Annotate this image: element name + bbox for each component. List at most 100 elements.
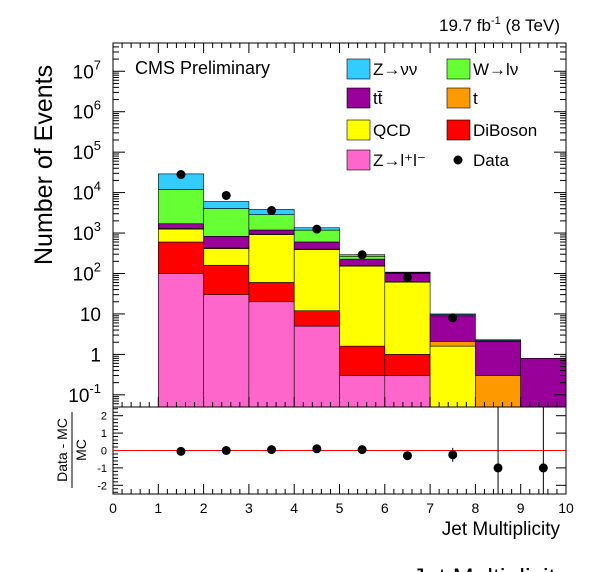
- legend-swatch-5: [446, 119, 471, 141]
- bar-2-bin-7: [429, 345, 476, 408]
- ratio-point-1: [221, 446, 231, 455]
- bar-1-bin-4: [293, 310, 340, 327]
- ratio-point-0: [176, 446, 186, 456]
- x-tick-label-5: 5: [336, 500, 344, 516]
- bar-0-bin-5: [339, 375, 386, 408]
- ratio-y-tick-label-3: 1: [101, 428, 107, 440]
- y-tick-label-6: 105: [73, 138, 101, 164]
- y-tick-label-4: 103: [73, 219, 101, 245]
- y-tick-label-7: 106: [73, 98, 101, 124]
- ratio-y-axis-label: Data - MC MC: [54, 412, 89, 488]
- main-y-axis: 10-1 1 10 102 103 104 105 106 107: [68, 42, 566, 407]
- bar-2-bin-3: [248, 234, 295, 283]
- ratio-point-6: [448, 450, 458, 460]
- lumi-value: 19.7 fb: [439, 16, 491, 35]
- legend-marker-7: [453, 155, 463, 165]
- data-point-3: [312, 224, 322, 234]
- legend-label-1: W→lν: [473, 60, 518, 79]
- bar-4-bin-8: [475, 341, 521, 376]
- bar-2-bin-2: [203, 248, 250, 266]
- bar-6-bin-8: [475, 339, 521, 341]
- bar-0-bin-1: [158, 273, 204, 408]
- bar-2-bin-6: [384, 281, 431, 355]
- legend-swatch-1: [446, 58, 471, 80]
- data-point-5: [402, 272, 412, 282]
- legend-label-0: Z→νν: [373, 60, 417, 79]
- x-tick-label-7: 7: [426, 500, 434, 516]
- bar-1-bin-6: [384, 354, 431, 376]
- bar-1-bin-2: [203, 264, 250, 295]
- y-tick-label-1: 1: [90, 345, 101, 366]
- x-tick-label-6: 6: [381, 500, 389, 516]
- legend-label-7: Data: [473, 151, 509, 170]
- x-tick-label-9: 9: [517, 500, 525, 516]
- ratio-y-tick-label-2: 0: [101, 446, 107, 458]
- data-point-6: [448, 313, 458, 323]
- cms-preliminary-label: CMS Preliminary: [135, 58, 270, 78]
- ratio-points: [176, 407, 548, 494]
- y-tick-label-3: 102: [73, 259, 101, 285]
- data-point-2: [267, 206, 277, 216]
- bar-4-bin-5: [339, 258, 386, 266]
- ratio-point-5: [402, 451, 412, 461]
- bar-2-bin-5: [339, 265, 386, 347]
- ratio-label-denominator: MC: [73, 439, 89, 461]
- ratio-point-8: [538, 463, 548, 473]
- ratio-y-tick-label-4: 2: [101, 411, 107, 423]
- x-axis-label: Jet Multiplicity: [442, 519, 561, 540]
- data-points: [176, 170, 458, 323]
- data-point-4: [357, 250, 367, 260]
- legend-swatch-6: [346, 149, 371, 171]
- bar-5-bin-3: [248, 214, 295, 231]
- bar-5-bin-1: [158, 189, 204, 225]
- bar-2-bin-4: [293, 249, 340, 312]
- y-tick-label-0: 10-1: [68, 381, 101, 407]
- legend-swatch-2: [346, 87, 371, 109]
- legend-label-2: tt̄: [373, 89, 383, 108]
- x-tick-label-8: 8: [472, 500, 480, 516]
- main-y-axis-label: Number of Events: [30, 65, 58, 265]
- legend: Z→νν W→lν tt̄ t QCD DiBoson Z→l⁺l⁻ Data: [346, 58, 537, 171]
- main-x-ticks: [112, 43, 567, 407]
- bar-1-bin-1: [158, 241, 204, 274]
- x-tick-label-2: 2: [200, 500, 208, 516]
- bar-0-bin-4: [293, 325, 340, 408]
- x-tick-label-3: 3: [245, 500, 253, 516]
- luminosity-label: 19.7 fb-1 (8 TeV): [439, 15, 560, 35]
- bar-4-bin-9: [520, 358, 567, 408]
- x-tick-label-4: 4: [290, 500, 298, 516]
- legend-label-5: DiBoson: [473, 121, 537, 140]
- bar-4-bin-4: [293, 241, 340, 250]
- ratio-label-numerator: Data - MC: [54, 418, 70, 482]
- y-tick-label-2: 10: [80, 305, 101, 326]
- bar-4-bin-3: [248, 229, 295, 235]
- bar-5-bin-2: [203, 208, 250, 237]
- bar-3-bin-7: [429, 341, 476, 347]
- lumi-exponent: -1: [491, 15, 501, 27]
- legend-label-4: QCD: [373, 121, 411, 140]
- bar-1-bin-5: [339, 345, 386, 376]
- bar-4-bin-1: [158, 223, 204, 229]
- ratio-axes: -2 -1 0 1 2 0 1 2 3 4 5 6 7 8 9 10: [97, 408, 574, 516]
- data-point-1: [221, 190, 231, 200]
- legend-swatch-4: [346, 119, 371, 141]
- bar-6-bin-2: [203, 201, 250, 209]
- x-tick-label-0: 0: [109, 500, 117, 516]
- stacked-histogram: [158, 173, 567, 408]
- bar-0-bin-3: [248, 301, 295, 408]
- bar-0-bin-6: [384, 375, 431, 408]
- data-point-0: [176, 170, 186, 180]
- legend-label-3: t: [473, 89, 478, 108]
- bar-2-bin-1: [158, 228, 204, 243]
- y-tick-label-8: 107: [73, 57, 101, 83]
- y-tick-label-5: 104: [73, 179, 101, 205]
- x-tick-label-1: 1: [154, 500, 162, 516]
- x-tick-label-10: 10: [558, 500, 574, 516]
- ratio-y-tick-label-1: -1: [97, 463, 107, 475]
- lumi-energy: (8 TeV): [501, 16, 560, 35]
- bar-1-bin-3: [248, 282, 295, 303]
- legend-swatch-0: [346, 58, 371, 80]
- legend-label-6: Z→l⁺l⁻: [373, 151, 426, 170]
- legend-swatch-3: [446, 87, 471, 109]
